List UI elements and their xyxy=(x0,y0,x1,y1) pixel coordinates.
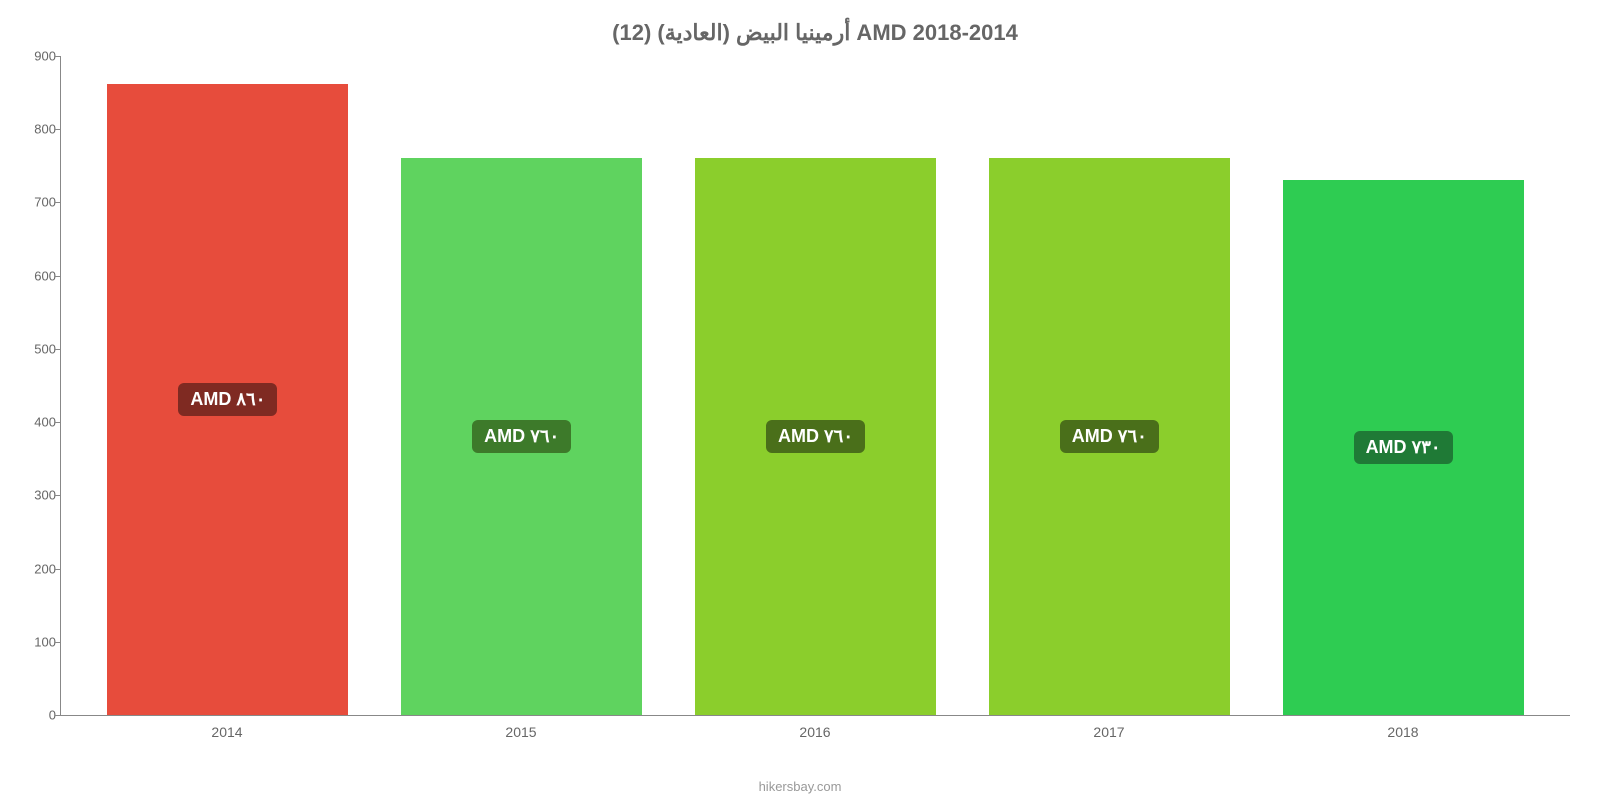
y-tick-label: 700 xyxy=(11,195,56,210)
x-tick-label: 2018 xyxy=(1256,724,1550,740)
y-axis: 0100200300400500600700800900 xyxy=(11,56,56,715)
bar-wrap: ٧٦٠ AMD xyxy=(669,56,963,715)
x-tick-label: 2017 xyxy=(962,724,1256,740)
x-axis: 20142015201620172018 xyxy=(60,716,1570,740)
bar-wrap: ٨٦٠ AMD xyxy=(81,56,375,715)
bar: ٨٦٠ AMD xyxy=(107,84,348,715)
chart-container: أرمينيا البيض (العادية) (12) AMD 2018-20… xyxy=(60,20,1570,750)
bar-wrap: ٧٣٠ AMD xyxy=(1256,56,1550,715)
x-tick-label: 2014 xyxy=(80,724,374,740)
bar: ٧٦٠ AMD xyxy=(695,158,936,715)
bar-value-label: ٧٣٠ AMD xyxy=(1354,431,1453,464)
footer-attribution: hikersbay.com xyxy=(0,779,1600,794)
y-tick-label: 900 xyxy=(11,49,56,64)
chart-title: أرمينيا البيض (العادية) (12) AMD 2018-20… xyxy=(60,20,1570,46)
bar-wrap: ٧٦٠ AMD xyxy=(962,56,1256,715)
y-tick-label: 200 xyxy=(11,561,56,576)
bars-group: ٨٦٠ AMD ٧٦٠ AMD ٧٦٠ AMD ٧٦٠ AMD ٧٣٠ AMD xyxy=(61,56,1570,715)
y-tick-label: 100 xyxy=(11,634,56,649)
y-tick-label: 800 xyxy=(11,122,56,137)
x-tick-label: 2016 xyxy=(668,724,962,740)
bar: ٧٦٠ AMD xyxy=(989,158,1230,715)
x-tick-label: 2015 xyxy=(374,724,668,740)
bar: ٧٦٠ AMD xyxy=(401,158,642,715)
y-tick-label: 500 xyxy=(11,341,56,356)
y-tick-label: 400 xyxy=(11,415,56,430)
y-tick-label: 300 xyxy=(11,488,56,503)
bar-value-label: ٧٦٠ AMD xyxy=(472,420,571,453)
bar-value-label: ٨٦٠ AMD xyxy=(178,383,277,416)
y-tick-mark xyxy=(55,715,61,716)
y-tick-label: 600 xyxy=(11,268,56,283)
y-tick-label: 0 xyxy=(11,708,56,723)
bar-wrap: ٧٦٠ AMD xyxy=(375,56,669,715)
bar-value-label: ٧٦٠ AMD xyxy=(1060,420,1159,453)
plot-area: 0100200300400500600700800900 ٨٦٠ AMD٧٦٠ … xyxy=(60,56,1570,716)
bar: ٧٣٠ AMD xyxy=(1283,180,1524,715)
bar-value-label: ٧٦٠ AMD xyxy=(766,420,865,453)
